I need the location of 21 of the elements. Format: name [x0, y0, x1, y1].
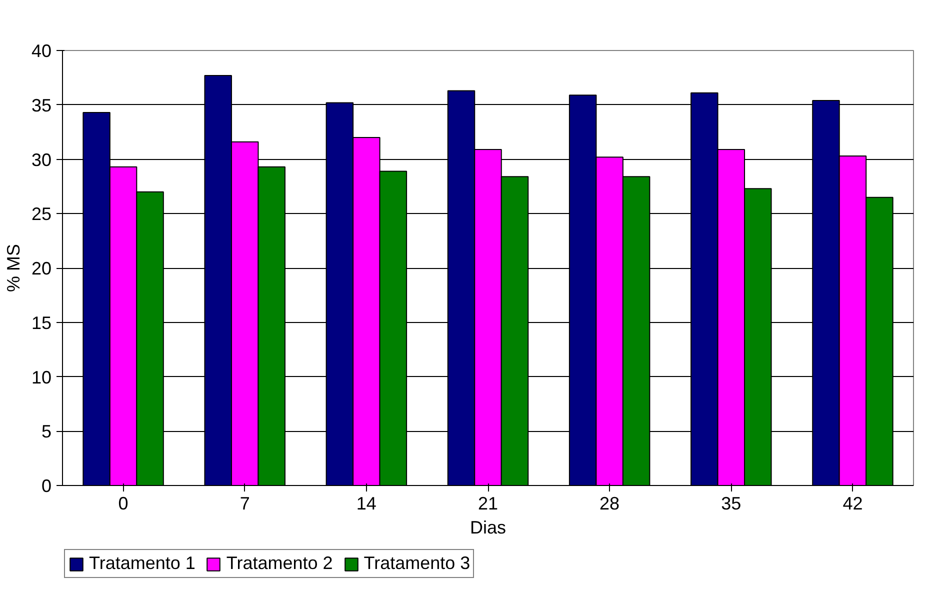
y-axis-title: % MS [3, 244, 24, 292]
y-tick-label: 15 [31, 312, 52, 333]
y-tick-label: 5 [41, 422, 52, 442]
x-axis-title: Dias [470, 518, 506, 538]
x-tick-label: 35 [721, 494, 742, 514]
y-tick-label: 35 [31, 95, 52, 116]
x-tick-label: 28 [600, 494, 620, 514]
y-tick-label: 10 [31, 367, 52, 388]
x-tick-label: 42 [842, 494, 863, 514]
legend-label: Tratamento 3 [364, 553, 470, 574]
legend-label: Tratamento 1 [89, 553, 196, 574]
y-tick-label: 30 [31, 150, 52, 170]
y-tick-label: 20 [31, 258, 52, 278]
y-tick-label: 0 [41, 476, 52, 496]
x-tick-label: 7 [240, 494, 250, 514]
x-tick-label: 14 [356, 494, 376, 514]
y-tick-label: 25 [31, 204, 52, 224]
x-tick-label: 0 [118, 494, 128, 514]
x-tick-label: 21 [478, 494, 498, 514]
legend-label: Tratamento 2 [226, 553, 333, 574]
y-tick-label: 40 [31, 41, 52, 61]
